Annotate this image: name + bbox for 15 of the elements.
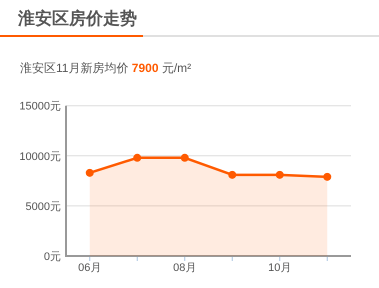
y-tick-label: 5000元 [26,200,61,213]
x-tick-label: 08月 [173,262,196,274]
x-tick-label: 10月 [268,262,292,274]
point [323,172,332,181]
point [86,168,94,177]
chart-title: 淮安区房价走势 [17,9,137,28]
y-tick-label: 0元 [44,251,61,263]
y-tick-label: 15000元 [19,100,61,113]
point [133,154,142,162]
x-tick-label: 06月 [78,262,102,274]
point [180,154,189,162]
point [228,170,236,179]
chart-subtitle: 淮安区11月新房均价 7900 元/m² [20,61,192,75]
y-tick-label: 10000元 [19,150,61,163]
point [276,170,284,179]
